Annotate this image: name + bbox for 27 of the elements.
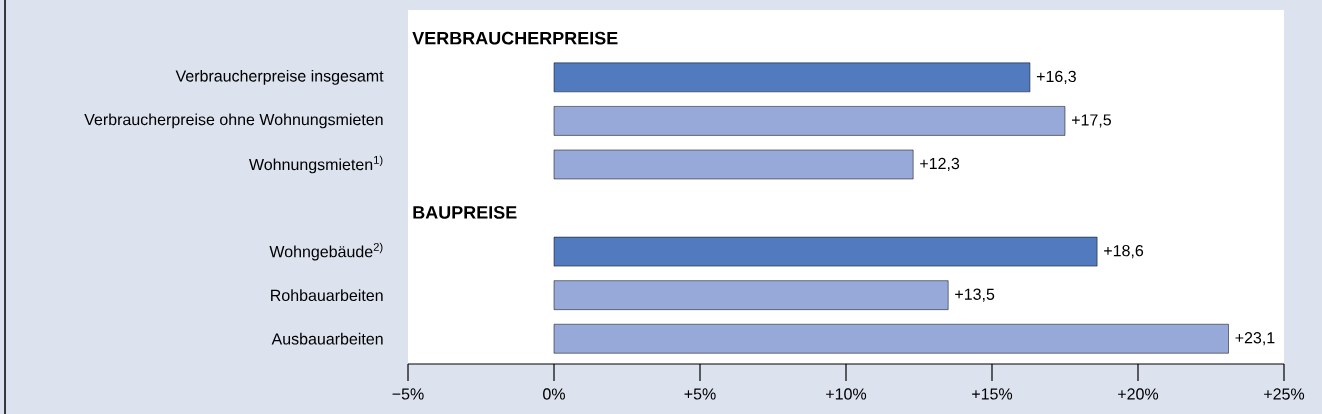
bar [553,149,914,180]
y-tick-label: Wohnungsmieten$^{1)}$ [249,155,383,174]
bar [553,62,1031,93]
y-tick-label: Verbraucherpreise ohne Wohnungsmieten [84,113,383,129]
x-tick-label: 0% [543,388,565,400]
bar [553,280,949,310]
text: VERBRAUCHERPREISE [412,31,618,45]
annotation: BAUPREISE [413,206,517,219]
y-tick-label: Wohngebäude$^{2)}$ [269,242,383,261]
data-label: +17,5 [1071,114,1111,128]
data-label: +23,1 [1235,332,1275,346]
y-tick-label: Verbraucherpreise insgesamt [175,69,384,85]
bar [553,323,1229,354]
x-tick-label: −5% [392,388,424,400]
x-tick-label: +25% [1264,388,1305,400]
data-label: +13,5 [955,288,995,302]
x-tick-label: +15% [972,388,1013,400]
x-tick-label: +5% [684,388,716,400]
bar [553,236,1098,267]
x-tick-label: +10% [826,388,867,400]
bar [553,106,1066,136]
data-label: +18,6 [1104,244,1144,259]
y-tick-label: Rohbauarbeiten [271,289,383,302]
data-label: +16,3 [1036,70,1076,84]
data-label: +12,3 [920,157,960,172]
x-tick-label: +20% [1118,388,1159,400]
y-tick-label: Ausbauarbeiten [271,332,383,345]
